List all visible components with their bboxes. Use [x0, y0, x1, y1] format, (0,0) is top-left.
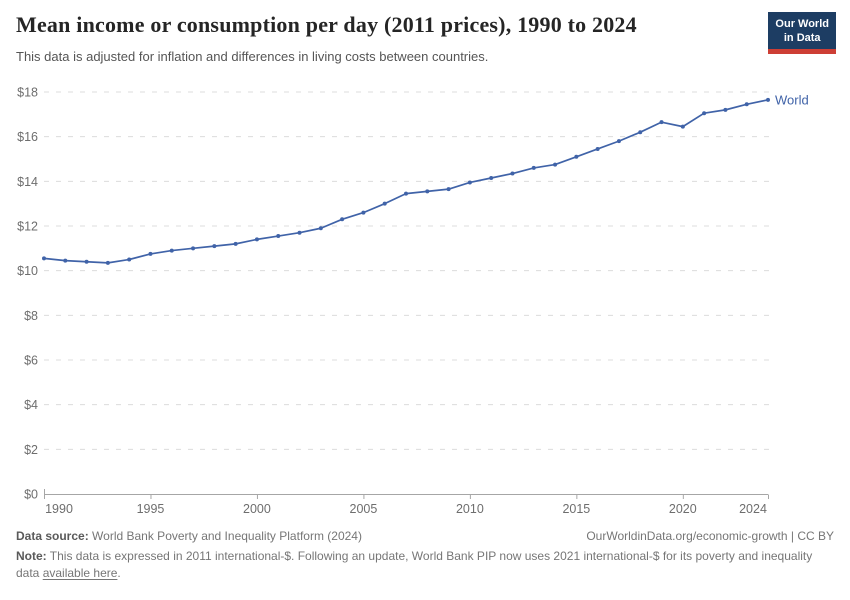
- data-point[interactable]: [404, 191, 408, 196]
- data-point[interactable]: [510, 171, 515, 176]
- data-point[interactable]: [616, 139, 621, 144]
- x-tick-label: 2005: [350, 502, 378, 516]
- x-tick-label: 1995: [137, 502, 165, 516]
- data-point[interactable]: [169, 248, 174, 253]
- page-title: Mean income or consumption per day (2011…: [16, 12, 637, 37]
- y-tick-label: $10: [17, 264, 38, 278]
- data-point[interactable]: [361, 210, 366, 215]
- available-here-link[interactable]: available here: [42, 566, 118, 581]
- data-point[interactable]: [446, 187, 451, 192]
- x-tick-label: 1990: [45, 502, 73, 516]
- note-label: Note:: [16, 549, 47, 563]
- data-point[interactable]: [680, 124, 685, 129]
- data-point[interactable]: [638, 130, 643, 135]
- data-point[interactable]: [84, 259, 89, 264]
- data-point[interactable]: [702, 111, 707, 116]
- owid-logo-line1: Our World: [775, 18, 829, 30]
- line-chart-canvas[interactable]: $0 $2 $4 $6 $8 $10 $12 $14 $16 $18 1990 1995 2000 200…: [0, 0, 850, 525]
- data-point[interactable]: [233, 241, 238, 246]
- data-point[interactable]: [148, 251, 153, 256]
- series-label-world[interactable]: World: [775, 92, 809, 107]
- data-point[interactable]: [297, 230, 302, 235]
- data-point[interactable]: [276, 234, 281, 239]
- data-point[interactable]: [553, 162, 558, 167]
- owid-logo-line2: in Data: [783, 32, 821, 45]
- data-point[interactable]: [254, 237, 259, 242]
- y-tick-label: $6: [24, 354, 38, 368]
- data-point[interactable]: [105, 260, 110, 265]
- x-tick-label: 2010: [456, 502, 484, 516]
- data-point[interactable]: [595, 146, 600, 151]
- chart-footer: Data source: World Bank Poverty and Ineq…: [16, 529, 834, 583]
- y-tick-label: $8: [24, 309, 38, 323]
- y-tick-label: $14: [17, 175, 38, 189]
- data-point[interactable]: [574, 154, 579, 159]
- data-point[interactable]: [489, 175, 494, 180]
- x-tick-label: 2020: [669, 502, 697, 516]
- y-tick-label: $2: [24, 443, 38, 457]
- data-point[interactable]: [318, 226, 323, 231]
- data-source: Data source: World Bank Poverty and Ineq…: [16, 529, 362, 543]
- y-tick-label: $18: [17, 86, 38, 100]
- data-source-label: Data source:: [16, 529, 89, 543]
- source-row: Data source: World Bank Poverty and Ineq…: [16, 529, 834, 543]
- y-tick-label: $0: [24, 488, 38, 502]
- data-point[interactable]: [191, 246, 196, 251]
- data-point[interactable]: [212, 244, 217, 249]
- x-tick-label: 2000: [243, 502, 271, 516]
- y-tick-label: $4: [24, 398, 38, 412]
- note-text: This data is expressed in 2011 internati…: [16, 549, 813, 581]
- data-point[interactable]: [744, 102, 749, 107]
- data-point[interactable]: [340, 217, 345, 222]
- x-tick-label: 2015: [562, 502, 590, 516]
- data-point[interactable]: [42, 256, 46, 261]
- data-point[interactable]: [127, 257, 132, 262]
- data-point[interactable]: [766, 97, 770, 102]
- data-point[interactable]: [425, 189, 430, 194]
- x-tick-label: 2024: [739, 502, 767, 516]
- data-point[interactable]: [659, 120, 664, 125]
- data-point[interactable]: [531, 165, 536, 170]
- note-period: .: [117, 566, 121, 581]
- chart-subtitle: This data is adjusted for inflation and …: [16, 49, 489, 64]
- y-tick-label: $16: [17, 130, 38, 144]
- y-tick-label: $12: [17, 220, 38, 234]
- data-point[interactable]: [467, 180, 472, 185]
- owid-citation-link[interactable]: OurWorldinData.org/economic-growth | CC …: [586, 529, 834, 543]
- data-source-value: World Bank Poverty and Inequality Platfo…: [92, 529, 362, 543]
- data-point[interactable]: [63, 258, 68, 263]
- owid-logo[interactable]: Our World in Data: [768, 12, 836, 54]
- chart-note: Note: This data is expressed in 2011 int…: [16, 548, 834, 583]
- data-point[interactable]: [723, 107, 728, 112]
- data-point[interactable]: [382, 201, 387, 206]
